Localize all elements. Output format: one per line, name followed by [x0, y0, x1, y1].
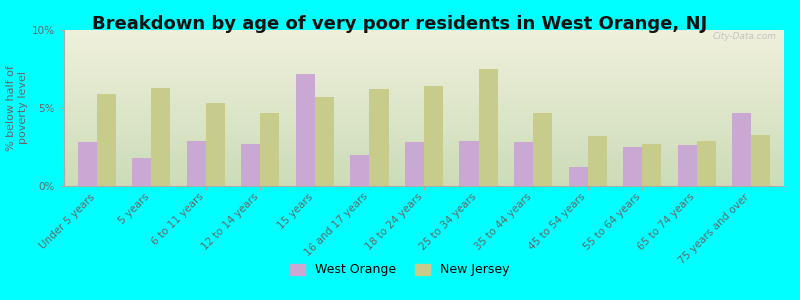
Bar: [478, 69, 498, 186]
Legend: West Orange, New Jersey: West Orange, New Jersey: [286, 259, 514, 281]
Bar: [678, 146, 697, 186]
Bar: [78, 142, 97, 186]
Bar: [642, 144, 662, 186]
Bar: [732, 113, 751, 186]
Bar: [370, 89, 389, 186]
Bar: [186, 141, 206, 186]
Bar: [242, 144, 260, 186]
Bar: [296, 74, 315, 186]
Bar: [751, 134, 770, 186]
Text: Breakdown by age of very poor residents in West Orange, NJ: Breakdown by age of very poor residents …: [92, 15, 708, 33]
Bar: [697, 141, 716, 186]
Bar: [569, 167, 588, 186]
Bar: [533, 113, 552, 186]
Bar: [350, 155, 370, 186]
Bar: [459, 141, 478, 186]
Text: City-Data.com: City-Data.com: [713, 32, 777, 40]
Bar: [588, 136, 606, 186]
Bar: [405, 142, 424, 186]
Bar: [424, 86, 443, 186]
Bar: [132, 158, 151, 186]
Bar: [514, 142, 533, 186]
Y-axis label: % below half of
poverty level: % below half of poverty level: [6, 65, 28, 151]
Bar: [206, 103, 225, 186]
Bar: [260, 113, 279, 186]
Bar: [315, 97, 334, 186]
Bar: [623, 147, 642, 186]
Bar: [97, 94, 116, 186]
Bar: [151, 88, 170, 186]
